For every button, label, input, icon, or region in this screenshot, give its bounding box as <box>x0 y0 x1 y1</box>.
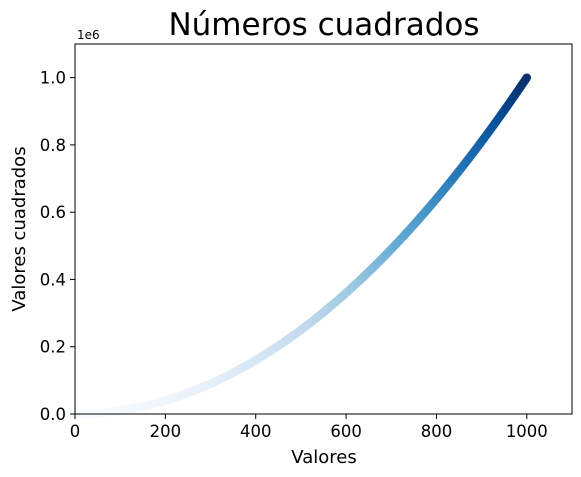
y-tick-label: 0.8 <box>40 136 66 155</box>
y-axis-label: Valores cuadrados <box>9 146 30 311</box>
x-tick-label: 600 <box>330 422 362 441</box>
y-tick-label: 1.0 <box>40 69 66 88</box>
plot-frame <box>74 43 573 415</box>
x-axis-label: Valores <box>291 447 356 468</box>
x-tick-label: 1000 <box>506 422 548 441</box>
y-tick-label: 0.6 <box>40 203 66 222</box>
chart-title: Números cuadrados <box>168 7 479 43</box>
data-point <box>522 73 532 82</box>
x-tick-label: 0 <box>70 422 81 441</box>
y-offset-label: 1e6 <box>77 28 100 42</box>
x-tick-label: 400 <box>240 422 272 441</box>
y-tick-label: 0.0 <box>40 405 66 424</box>
x-axis: 0 200 400 600 800 1000 <box>70 414 548 441</box>
y-tick-label: 0.2 <box>40 338 66 357</box>
y-axis: 0.0 0.2 0.4 0.6 0.8 1.0 <box>40 69 75 424</box>
x-tick-label: 800 <box>421 422 453 441</box>
x-tick-label: 200 <box>150 422 182 441</box>
y-tick-label: 0.4 <box>40 270 66 289</box>
